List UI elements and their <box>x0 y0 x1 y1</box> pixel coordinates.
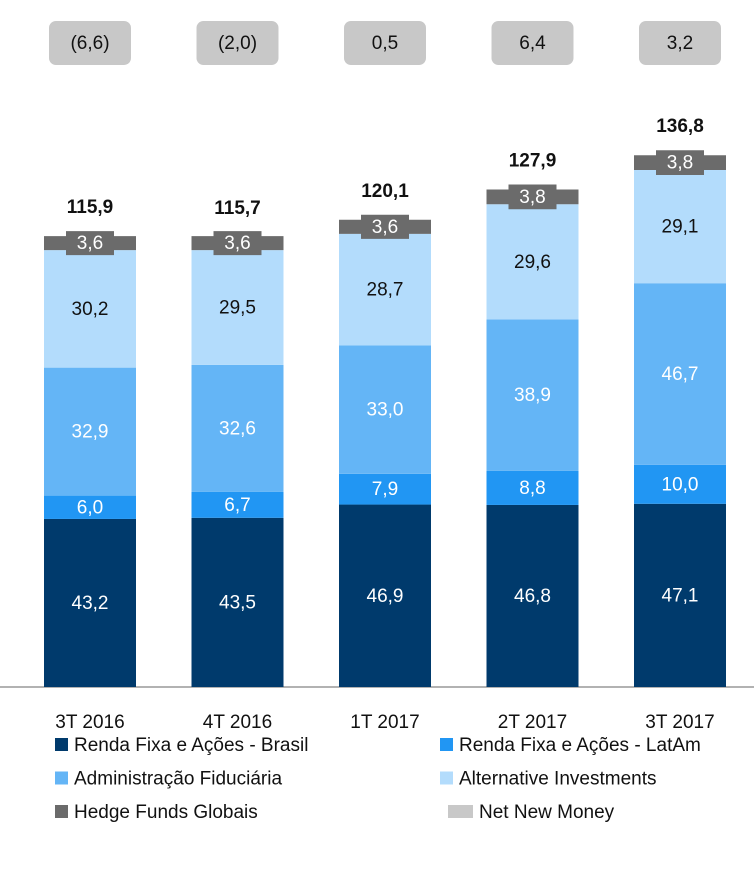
bar-segment <box>44 495 136 519</box>
legend-label: Alternative Investments <box>459 769 656 790</box>
bar-segment <box>191 517 284 687</box>
legend-label: Net New Money <box>479 802 615 823</box>
value-label: 29,1 <box>662 217 699 238</box>
net-new-money-label: 3,2 <box>667 33 693 54</box>
bar-segment <box>339 473 431 505</box>
value-label: 3,6 <box>372 217 398 238</box>
net-new-money-label: (6,6) <box>70 33 109 54</box>
value-label: 46,8 <box>514 586 551 607</box>
bar-segment <box>634 283 726 465</box>
value-label: 28,7 <box>367 280 404 301</box>
bar-segment <box>634 170 726 284</box>
value-label: 29,6 <box>514 252 551 273</box>
x-tick-label: 1T 2017 <box>350 712 419 733</box>
bar-segment <box>486 504 579 687</box>
bar-segment <box>44 367 136 496</box>
value-label: 32,9 <box>72 422 109 443</box>
total-label: 127,9 <box>509 150 557 171</box>
value-label: 10,0 <box>662 474 699 495</box>
hedge-segment <box>486 184 579 210</box>
bar-segment <box>44 250 136 368</box>
legend-swatch <box>440 771 453 785</box>
value-label: 3,8 <box>667 153 693 174</box>
bar-segment <box>191 364 284 492</box>
net-new-money-label: 0,5 <box>372 33 398 54</box>
net-new-money-box <box>49 21 131 65</box>
value-label: 32,6 <box>219 418 256 439</box>
value-label: 46,7 <box>662 364 699 385</box>
bar-segment <box>44 518 136 687</box>
net-new-money-label: (2,0) <box>218 33 257 54</box>
value-label: 43,5 <box>219 592 256 613</box>
total-label: 115,7 <box>214 198 261 219</box>
bar-segment <box>486 470 579 505</box>
bar-segment <box>486 319 579 471</box>
net-new-money-box <box>639 21 721 65</box>
bar-segment <box>339 504 431 687</box>
value-label: 38,9 <box>514 385 551 406</box>
net-new-money-box <box>196 21 279 65</box>
value-label: 46,9 <box>367 586 404 607</box>
value-label: 33,0 <box>367 400 404 421</box>
bar-segment <box>634 464 726 504</box>
net-new-money-label: 6,4 <box>519 33 546 54</box>
value-label: 3,6 <box>77 233 103 254</box>
value-label: 3,8 <box>519 187 545 208</box>
legend-swatch <box>448 805 473 818</box>
bar-segment <box>191 250 284 365</box>
value-label: 3,6 <box>224 233 250 254</box>
value-label: 29,5 <box>219 298 256 319</box>
legend-label: Renda Fixa e Ações - Brasil <box>74 735 308 756</box>
total-label: 115,9 <box>67 197 114 218</box>
bar-segment <box>339 345 431 474</box>
hedge-segment <box>634 150 726 176</box>
legend-label: Hedge Funds Globais <box>74 802 258 823</box>
legend-label: Renda Fixa e Ações - LatAm <box>459 735 701 756</box>
bar-segment <box>191 491 284 518</box>
value-label: 43,2 <box>72 593 109 614</box>
legend-label: Administração Fiduciária <box>74 769 282 790</box>
legend-swatch <box>440 738 453 751</box>
value-label: 8,8 <box>519 478 545 499</box>
value-label: 6,7 <box>224 495 250 516</box>
value-label: 47,1 <box>662 585 699 606</box>
legend-swatch <box>55 771 68 785</box>
legend-swatch <box>55 805 68 818</box>
bar-segment <box>339 233 431 346</box>
x-tick-label: 4T 2016 <box>203 712 272 733</box>
net-new-money-box <box>491 21 574 65</box>
total-label: 136,8 <box>656 116 704 137</box>
value-label: 7,9 <box>372 479 398 500</box>
x-tick-label: 2T 2017 <box>498 712 567 733</box>
legend-swatch <box>55 738 68 751</box>
value-label: 6,0 <box>77 497 103 518</box>
net-new-money-box <box>344 21 426 65</box>
x-tick-label: 3T 2017 <box>645 712 714 733</box>
hedge-segment <box>339 214 431 239</box>
hedge-segment <box>191 231 284 256</box>
value-label: 30,2 <box>72 299 109 320</box>
bar-segment <box>486 204 579 320</box>
hedge-segment <box>44 231 136 256</box>
bar-segment <box>634 503 726 687</box>
total-label: 120,1 <box>361 181 409 202</box>
x-tick-label: 3T 2016 <box>55 712 124 733</box>
